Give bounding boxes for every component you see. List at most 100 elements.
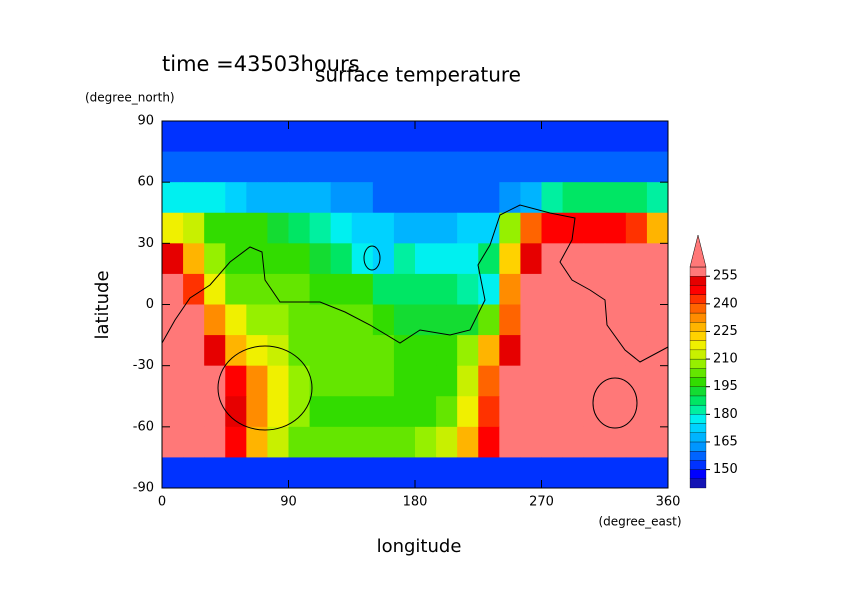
field-cell [393,273,416,305]
field-cell [499,212,521,244]
field-cell [372,335,395,367]
field-cell [478,182,500,214]
field-cell [225,396,247,428]
colorbar-tick-label: 195 [713,379,738,394]
field-cell [393,365,416,397]
field-cell [183,182,205,214]
colorbar-box [689,340,707,351]
colorbar-tick-label: 210 [713,352,738,367]
field-cell [604,243,627,275]
field-cell [457,365,479,397]
field-cell [520,335,542,367]
field-cell [415,151,437,183]
subtitle: time =43503hours [162,52,360,76]
field-cell [604,304,627,336]
field-cell [457,243,479,275]
field-cell [351,182,374,214]
colorbar-box [689,368,707,378]
field-cell [393,121,416,153]
field-cell [204,212,226,244]
field-cell [646,365,669,397]
contour-line [363,245,381,271]
field-cell [583,426,606,458]
field-cell [541,457,564,489]
field-cell [351,212,374,244]
field-cell [583,151,606,183]
field-cell [415,243,437,275]
field-cell [646,304,669,336]
field-cell [457,426,479,458]
colorbar-box [689,331,707,341]
field-cell [225,304,247,336]
field-cell [267,273,289,305]
field-cell [393,426,416,458]
field-cell [267,212,289,244]
field-cell [646,457,669,489]
field-cell [415,304,437,336]
field-cell [309,243,332,275]
colorbar-box [689,386,707,397]
field-cell [162,396,184,428]
field-cell [162,335,184,367]
field-cell [372,365,395,397]
x-tick-label: 360 [656,495,681,510]
colorbar-tick-label: 255 [713,269,738,284]
field-cell [162,212,184,244]
field-cell [499,457,521,489]
field-cell [162,457,184,489]
field-cell [183,151,205,183]
field-cell [393,243,416,275]
field-cell [351,273,374,305]
colorbar-box [689,460,707,470]
field-cell [330,304,353,336]
field-cell [478,304,500,336]
field-cell [604,121,627,153]
field-cell [225,121,247,153]
field-cell [267,457,289,489]
x-tick-label: 180 [403,495,428,510]
field-cell [225,457,247,489]
field-cell [309,335,332,367]
y-tick-label: -60 [133,419,154,434]
field-cell [393,151,416,183]
x-tick-label: 270 [529,495,554,510]
field-cell [604,273,627,305]
contour-line [161,204,669,363]
field-cell [393,304,416,336]
field-cell [246,304,268,336]
field-cell [246,151,268,183]
field-cell [583,243,606,275]
field-cell [520,396,542,428]
field-cell [204,426,226,458]
field-cell [267,304,289,336]
field-cell [204,121,226,153]
field-cell [499,304,521,336]
field-cell [246,365,268,397]
x-tick-label: 0 [158,495,166,510]
field-cell [183,121,205,153]
field-cell [520,273,542,305]
field-cell [330,151,353,183]
field-cell [499,335,521,367]
field-cell [625,426,648,458]
field-cell [604,335,627,367]
field-cell [267,396,289,428]
field-cell [457,212,479,244]
field-cell [520,304,542,336]
field-cell [288,396,311,428]
field-cell [351,304,374,336]
colorbar-box [689,285,707,295]
field-cell [436,212,458,244]
colorbar-box [689,322,707,332]
field-cell [330,365,353,397]
chart-title: surface temperature [315,63,521,87]
field-cell [583,335,606,367]
field-cell [372,304,395,336]
field-cell [393,396,416,428]
field-cell [372,151,395,183]
field-cell [541,396,564,428]
field-cell [225,365,247,397]
y-tick-label: -90 [133,481,154,496]
field-cell [330,182,353,214]
field-cell [625,335,648,367]
